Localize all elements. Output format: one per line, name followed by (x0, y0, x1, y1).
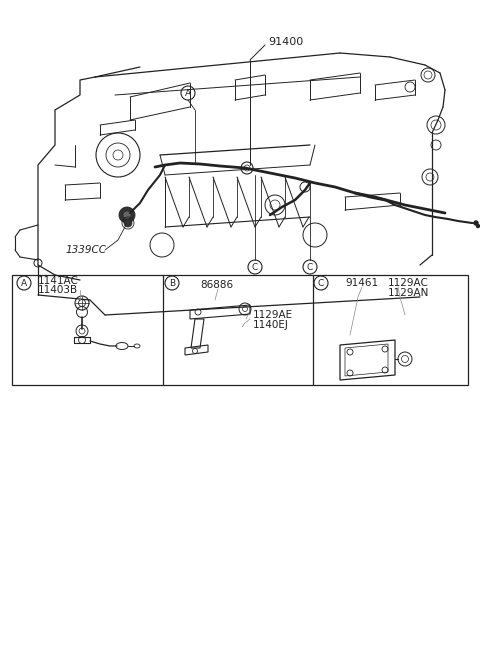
Text: C: C (318, 278, 324, 288)
Circle shape (119, 207, 135, 223)
Circle shape (124, 219, 132, 227)
Text: A: A (185, 88, 191, 98)
Circle shape (474, 221, 478, 225)
Text: 1339CC: 1339CC (65, 245, 106, 255)
Text: C: C (252, 263, 258, 272)
Circle shape (123, 211, 131, 219)
Bar (12, 275, 468, 385)
Text: 91400: 91400 (268, 37, 303, 47)
Text: 1140EJ: 1140EJ (253, 320, 289, 330)
Text: 11403B: 11403B (38, 285, 78, 295)
Text: 1129AC: 1129AC (388, 278, 429, 288)
Circle shape (477, 225, 480, 227)
Text: 1141AC: 1141AC (38, 276, 79, 286)
Text: B: B (169, 278, 175, 288)
Text: 91461: 91461 (345, 278, 378, 288)
Text: 1129AN: 1129AN (388, 288, 430, 298)
Text: C: C (307, 263, 313, 272)
Text: 86886: 86886 (200, 280, 233, 290)
Text: 1129AE: 1129AE (253, 310, 293, 320)
Text: A: A (21, 278, 27, 288)
